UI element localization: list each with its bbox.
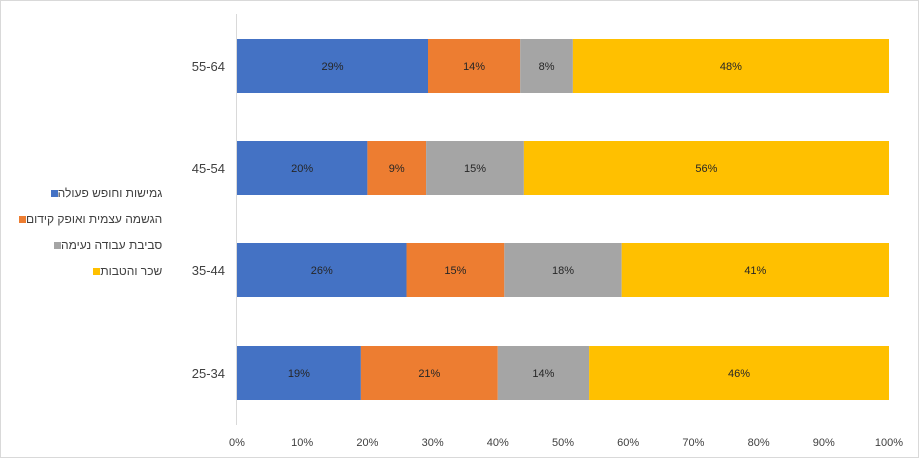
x-tick-label-0: 0% <box>229 437 245 449</box>
bar-55-64-series-2 <box>520 39 573 93</box>
legend-label-self-fulfillment: הגשמה עצמית ואופק קידום <box>26 212 163 226</box>
bar-25-34-series-1 <box>360 346 498 400</box>
bar-45-54-series-1 <box>367 141 427 195</box>
x-tick-label-2: 20% <box>356 437 378 449</box>
category-label-25-34: 25-34 <box>192 366 225 381</box>
data-label-45-54-series-2: 15% <box>464 163 486 175</box>
data-label-25-34-series-0: 19% <box>288 368 310 380</box>
data-label-35-44-series-3: 41% <box>744 265 766 277</box>
x-tick-label-3: 30% <box>422 437 444 449</box>
data-label-35-44-series-0: 26% <box>311 265 333 277</box>
bar-35-44-series-3 <box>621 243 889 297</box>
bar-25-34-series-0 <box>237 346 361 400</box>
bar-35-44-series-1 <box>406 243 505 297</box>
data-label-45-54-series-3: 56% <box>695 163 717 175</box>
legend-swatch-work-environment <box>54 241 61 249</box>
x-tick-label-4: 40% <box>487 437 509 449</box>
data-label-25-34-series-2: 14% <box>532 368 554 380</box>
category-label-35-44: 35-44 <box>192 263 225 278</box>
x-tick-label-6: 60% <box>617 437 639 449</box>
x-tick-label-5: 50% <box>552 437 574 449</box>
data-label-35-44-series-2: 18% <box>552 265 574 277</box>
data-label-55-64-series-0: 29% <box>321 61 343 73</box>
legend-label-salary-benefits: שכר והטבות <box>100 264 163 278</box>
legend-item-salary-benefits: שכר והטבות <box>14 258 162 284</box>
bar-35-44-series-2 <box>504 243 622 297</box>
data-label-45-54-series-0: 20% <box>291 163 313 175</box>
category-label-45-54: 45-54 <box>192 161 225 176</box>
bar-45-54-series-0 <box>237 141 368 195</box>
bar-25-34-series-3 <box>589 346 889 400</box>
x-tick-label-9: 90% <box>813 437 835 449</box>
bar-55-64-series-1 <box>427 39 521 93</box>
bar-35-44-series-0 <box>237 243 407 297</box>
legend-label-flexibility: גמישות וחופש פעולה <box>57 186 163 200</box>
category-label-55-64: 55-64 <box>192 59 225 74</box>
data-label-55-64-series-1: 14% <box>463 61 485 73</box>
data-label-55-64-series-3: 48% <box>720 61 742 73</box>
bar-45-54-series-2 <box>426 141 524 195</box>
x-tick-label-10: 100% <box>875 437 903 449</box>
x-tick-label-1: 10% <box>291 437 313 449</box>
legend: גמישות וחופש פעולה הגשמה עצמית ואופק קיד… <box>14 180 162 284</box>
bar-25-34-series-2 <box>497 346 590 400</box>
bar-55-64-series-0 <box>237 39 428 93</box>
legend-item-flexibility: גמישות וחופש פעולה <box>14 180 162 206</box>
data-label-55-64-series-2: 8% <box>539 61 555 73</box>
data-label-25-34-series-1: 21% <box>418 368 440 380</box>
legend-item-work-environment: סביבת עבודה נעימה <box>14 232 162 258</box>
legend-item-self-fulfillment: הגשמה עצמית ואופק קידום <box>14 206 162 232</box>
legend-swatch-flexibility <box>50 189 58 197</box>
x-tick-label-7: 70% <box>682 437 704 449</box>
bar-55-64-series-3 <box>572 39 889 93</box>
data-label-45-54-series-1: 9% <box>389 163 405 175</box>
data-label-25-34-series-3: 46% <box>728 368 750 380</box>
legend-swatch-self-fulfillment <box>19 215 26 223</box>
bar-45-54-series-3 <box>523 141 889 195</box>
legend-swatch-salary-benefits <box>93 267 101 275</box>
legend-label-work-environment: סביבת עבודה נעימה <box>61 238 163 252</box>
data-label-35-44-series-1: 15% <box>444 265 466 277</box>
x-tick-label-8: 80% <box>748 437 770 449</box>
